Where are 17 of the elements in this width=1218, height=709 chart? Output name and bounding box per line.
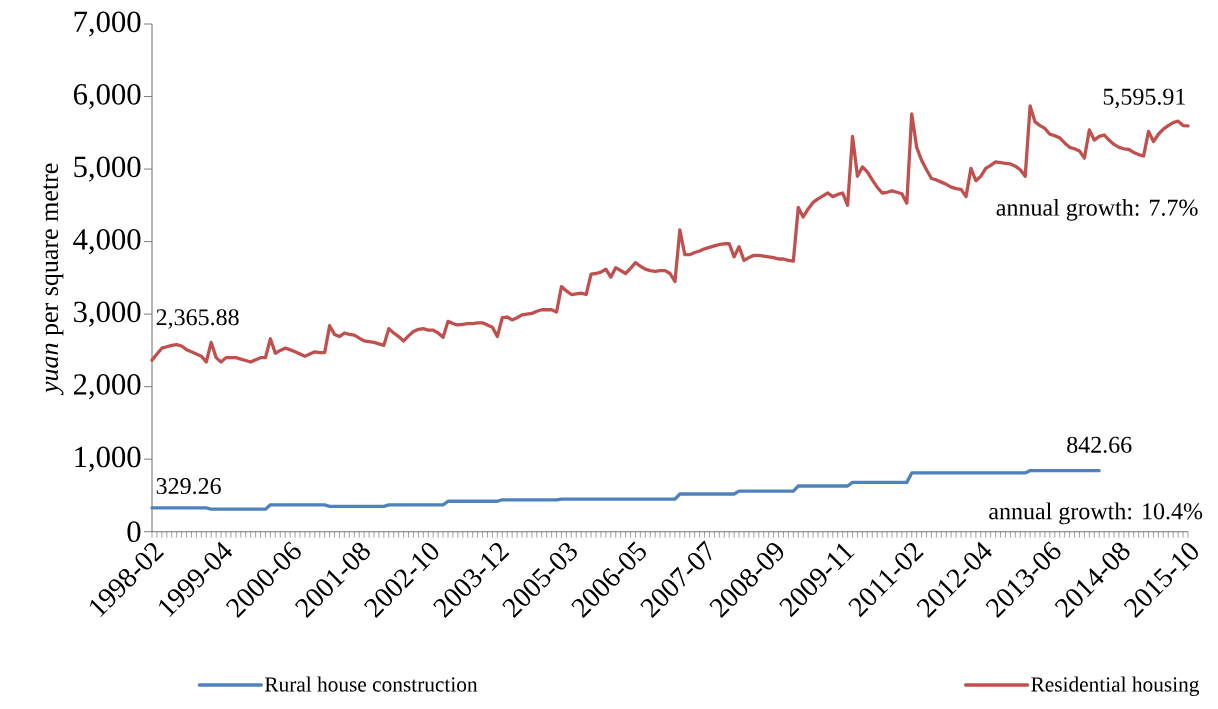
y-axis-title: yuan per square metre (43, 163, 64, 396)
y-tick-label: 2,000 (73, 374, 141, 400)
y-tick-label: 6,000 (73, 83, 141, 110)
y-tick-label: 7,000 (74, 11, 141, 37)
y-tick-label: 4,000 (73, 229, 141, 255)
data-label: 5,595.91 (1103, 88, 1185, 109)
data-label: 329.26 (156, 477, 221, 495)
data-label: 2,365.88 (156, 309, 239, 329)
legend-label: Rural house construction (264, 676, 478, 692)
data-label: 842.66 (1067, 436, 1132, 453)
legend-label: Residential housing (1031, 676, 1200, 697)
annotation: annual growth: 7.7% (996, 198, 1198, 221)
annotation: annual growth: 10.4% (989, 502, 1203, 525)
y-tick-label: 3,000 (74, 301, 141, 327)
y-tick-label: 5,000 (74, 156, 141, 182)
y-tick-label: 1,000 (75, 446, 141, 472)
y-tick-label: 0 (127, 521, 141, 543)
